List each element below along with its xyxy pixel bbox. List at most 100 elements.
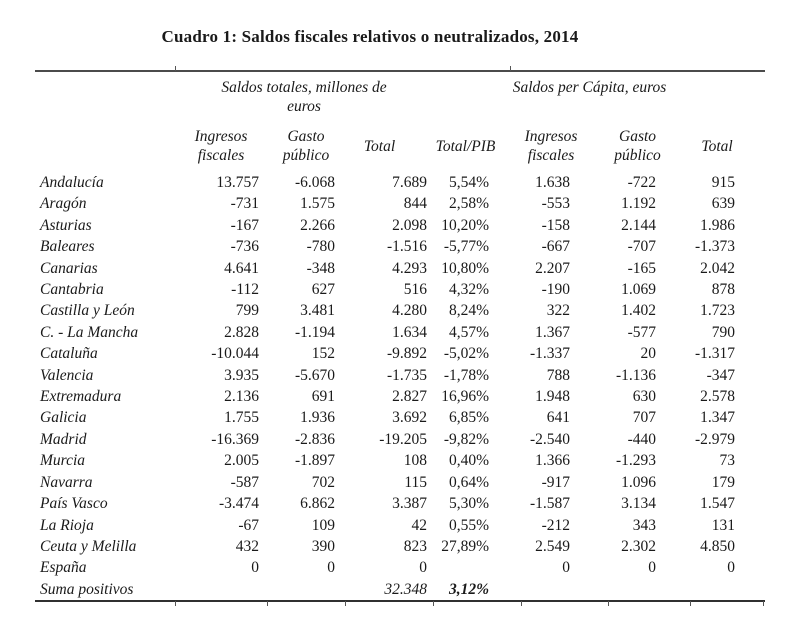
region-label: Andalucía bbox=[40, 174, 104, 191]
value-cell: -780 bbox=[306, 238, 335, 256]
region-label: Cantabria bbox=[40, 281, 104, 299]
value-cell: 6.862 bbox=[300, 495, 335, 513]
value-cell: 2.005 bbox=[224, 452, 259, 470]
value-cell: 16,96% bbox=[441, 388, 490, 406]
region-label: Baleares bbox=[40, 238, 95, 256]
region-label: Valencia bbox=[40, 366, 94, 384]
value-cell: 1.366 bbox=[535, 452, 571, 470]
value-cell: 20 bbox=[640, 345, 657, 363]
value-cell: 108 bbox=[403, 452, 428, 470]
value-cell: -16.369 bbox=[211, 430, 259, 448]
value-cell: -917 bbox=[541, 473, 571, 491]
value-cell: 627 bbox=[311, 281, 335, 299]
summary-row: Suma positivos 32.348 3,12% bbox=[35, 579, 765, 601]
table-row: Galicia 1.755 1.936 3.692 6,85% 641 707 1.347 bbox=[35, 407, 765, 428]
value-cell: 27,89% bbox=[441, 537, 490, 555]
border-tick bbox=[175, 601, 176, 607]
value-cell: 0,64% bbox=[448, 473, 490, 491]
border-tick bbox=[433, 601, 434, 607]
value-cell: -5.670 bbox=[294, 366, 335, 384]
value-cell: 0 bbox=[251, 559, 259, 577]
value-cell: -158 bbox=[541, 216, 571, 234]
value-cell: 1.936 bbox=[300, 409, 335, 427]
value-cell: -10.044 bbox=[211, 345, 259, 363]
value-cell: 0,40% bbox=[448, 452, 490, 470]
table-row: Castilla y León 799 3.481 4.280 8,24% 322 1.40… bbox=[35, 300, 765, 321]
value-cell: 7.689 bbox=[392, 174, 428, 191]
value-cell: 1.638 bbox=[535, 174, 571, 191]
value-cell: 1.755 bbox=[224, 409, 259, 427]
group-header-row: Saldos totales, millones de euros Saldos… bbox=[35, 71, 765, 123]
value-cell: 1.547 bbox=[700, 495, 736, 513]
value-cell: 390 bbox=[311, 537, 335, 555]
value-cell: -1.136 bbox=[615, 366, 657, 384]
region-label: C. - La Mancha bbox=[40, 323, 139, 341]
value-cell: 4.293 bbox=[392, 259, 428, 277]
region-label: Ceuta y Melilla bbox=[40, 537, 137, 555]
value-cell: 179 bbox=[711, 473, 736, 491]
value-cell: -1.735 bbox=[386, 366, 428, 384]
value-cell: 8,24% bbox=[448, 302, 490, 320]
value-cell: 343 bbox=[632, 516, 657, 534]
value-cell: -9.892 bbox=[386, 345, 428, 363]
value-cell: 32.348 bbox=[384, 580, 428, 598]
table-body: Andalucía 13.757 -6.068 7.689 5,54% 1.638 -722… bbox=[35, 172, 765, 601]
region-label: Canarias bbox=[40, 259, 98, 277]
value-cell: 641 bbox=[546, 409, 571, 427]
value-cell: 0 bbox=[327, 559, 335, 577]
column-header-total-pc: Total bbox=[701, 137, 733, 155]
table-row: Cataluña -10.044 152 -9.892 -5,02% -1.337 20 -1… bbox=[35, 343, 765, 364]
fiscal-table-container: Saldos totales, millones de euros Saldos… bbox=[35, 66, 766, 607]
value-cell: -212 bbox=[541, 516, 571, 534]
value-cell: 1.575 bbox=[300, 195, 335, 213]
value-cell: -1.587 bbox=[529, 495, 571, 513]
value-cell bbox=[433, 557, 521, 578]
group-header-saldos-totales: Saldos totales, millones de euros bbox=[221, 79, 387, 115]
value-cell: 2.136 bbox=[224, 388, 259, 406]
value-cell: 0,55% bbox=[448, 516, 490, 534]
table-row: Navarra -587 702 115 0,64% -917 1.096 179 bbox=[35, 472, 765, 493]
value-cell: 790 bbox=[711, 323, 736, 341]
column-header-ingresos-fiscales-pc: Ingresos fiscales bbox=[524, 128, 578, 164]
value-cell: 4,57% bbox=[448, 323, 490, 341]
table-row: Valencia 3.935 -5.670 -1.735 -1,78% 788 -1.136… bbox=[35, 365, 765, 386]
value-cell: 3.387 bbox=[392, 495, 428, 513]
value-cell bbox=[608, 579, 690, 601]
value-cell: -667 bbox=[541, 238, 571, 256]
value-cell: -167 bbox=[230, 216, 259, 234]
value-cell: -347 bbox=[706, 366, 736, 384]
table-row: Canarias 4.641 -348 4.293 10,80% 2.207 -165 2.0… bbox=[35, 258, 765, 279]
value-cell: 707 bbox=[632, 409, 657, 427]
value-cell bbox=[690, 579, 765, 601]
value-cell: -3.474 bbox=[218, 495, 259, 513]
value-cell: -112 bbox=[231, 281, 259, 299]
table-row: Baleares -736 -780 -1.516 -5,77% -667 -707 -1.3… bbox=[35, 236, 765, 257]
value-cell: 131 bbox=[711, 516, 736, 534]
region-label: España bbox=[40, 559, 87, 577]
value-cell: 4,32% bbox=[448, 281, 490, 299]
value-cell: 1.069 bbox=[621, 281, 657, 299]
border-tick bbox=[521, 601, 522, 607]
value-cell: 5,30% bbox=[448, 495, 490, 513]
value-cell: -1,78% bbox=[443, 366, 490, 384]
value-cell: 1.948 bbox=[535, 388, 571, 406]
table-row: Ceuta y Melilla 432 390 823 27,89% 2.549 2.302… bbox=[35, 536, 765, 557]
value-cell: 630 bbox=[632, 388, 657, 406]
border-tick bbox=[267, 601, 268, 607]
table-row: Andalucía 13.757 -6.068 7.689 5,54% 1.638 -722… bbox=[35, 172, 765, 193]
value-cell: 109 bbox=[311, 516, 335, 534]
region-label: País Vasco bbox=[40, 495, 108, 513]
value-cell: -67 bbox=[238, 516, 259, 534]
value-cell: 691 bbox=[311, 388, 335, 406]
table-row: Extremadura 2.136 691 2.827 16,96% 1.948 630 2.… bbox=[35, 386, 765, 407]
value-cell: 0 bbox=[562, 559, 571, 577]
value-cell: -577 bbox=[627, 323, 657, 341]
value-cell: 2.828 bbox=[224, 323, 259, 341]
table-row: Asturias -167 2.266 2.098 10,20% -158 2.144 1.9… bbox=[35, 215, 765, 236]
table-row: Murcia 2.005 -1.897 108 0,40% 1.366 -1.293 73 bbox=[35, 450, 765, 471]
value-cell: 1.347 bbox=[700, 409, 736, 427]
value-cell: 823 bbox=[403, 537, 428, 555]
value-cell: 788 bbox=[546, 366, 571, 384]
region-label: Navarra bbox=[40, 473, 93, 491]
